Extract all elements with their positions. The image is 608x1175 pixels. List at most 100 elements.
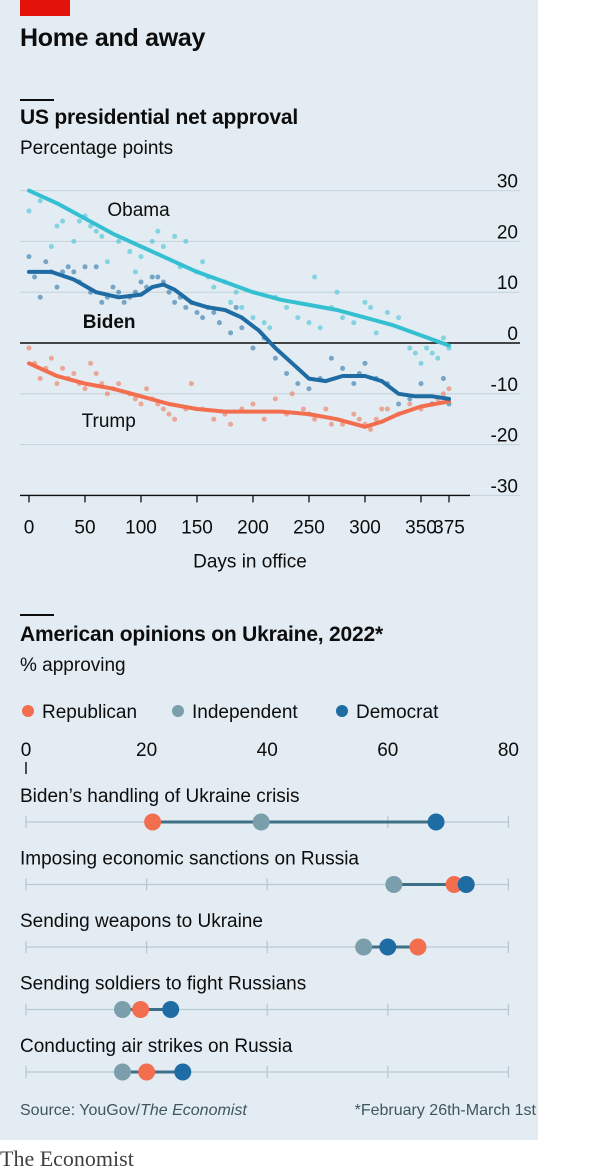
- data-point-trump: [368, 426, 374, 432]
- source-note: Source: YouGov/The Economist: [20, 1102, 247, 1120]
- trend-line-obama: [27, 188, 451, 348]
- data-point-trump: [407, 401, 413, 407]
- chart2-title: American opinions on Ukraine, 2022*: [20, 623, 383, 646]
- y-tick-label: 0: [507, 324, 518, 345]
- data-point-biden: [155, 274, 161, 280]
- row-label: Biden’s handling of Ukraine crisis: [20, 786, 300, 807]
- data-point-trump: [328, 421, 334, 427]
- data-point-biden: [233, 304, 239, 310]
- data-point-trump: [440, 391, 446, 397]
- data-point-obama: [149, 238, 155, 244]
- legend-label-republican: Republican: [42, 702, 137, 723]
- data-point-biden: [93, 264, 99, 270]
- chart2-rule: [20, 614, 54, 616]
- data-point-biden: [440, 376, 446, 382]
- dot-independent: [113, 1063, 131, 1081]
- economist-logo: The Economist: [0, 1146, 134, 1171]
- trend-line-trump: [27, 361, 451, 429]
- dot-independent: [252, 813, 270, 831]
- data-point-trump: [384, 406, 390, 412]
- series-label-obama: Obama: [107, 200, 170, 221]
- data-point-trump: [88, 360, 94, 366]
- data-point-trump: [93, 370, 99, 376]
- data-point-obama: [334, 289, 340, 295]
- data-point-biden: [418, 381, 424, 387]
- data-point-obama: [26, 208, 32, 214]
- data-point-obama: [104, 259, 110, 265]
- chart2-subtitle: % approving: [20, 655, 126, 676]
- data-point-obama: [71, 238, 77, 244]
- data-point-obama: [340, 315, 346, 321]
- x-tick-label: 375: [433, 517, 465, 538]
- data-point-trump: [250, 401, 256, 407]
- data-point-obama: [362, 299, 368, 305]
- data-point-obama: [429, 350, 435, 356]
- series-label-biden: Biden: [83, 312, 136, 333]
- data-point-biden: [362, 360, 368, 366]
- data-point-obama: [127, 249, 133, 255]
- x-tick-label: 50: [74, 517, 95, 538]
- data-point-trump: [71, 370, 77, 376]
- data-point-biden: [228, 330, 234, 336]
- x-tick-label: 250: [293, 517, 325, 538]
- data-point-biden: [194, 310, 200, 316]
- data-point-obama: [250, 315, 256, 321]
- data-point-obama: [116, 238, 122, 244]
- data-point-obama: [284, 304, 290, 310]
- chart-panel: [0, 0, 538, 1140]
- dot-independent: [113, 1001, 131, 1018]
- x-tick-label: 20: [136, 740, 157, 761]
- data-point-biden: [351, 381, 357, 387]
- data-point-trump: [188, 381, 194, 387]
- data-point-obama: [351, 320, 357, 326]
- data-point-obama: [160, 243, 166, 249]
- data-point-biden: [110, 284, 116, 290]
- dot-republican: [409, 938, 427, 956]
- data-point-biden: [183, 304, 189, 310]
- brand-red-bar: [20, 0, 70, 16]
- data-point-obama: [183, 238, 189, 244]
- data-point-obama: [200, 259, 206, 265]
- dot-democrat: [427, 813, 445, 831]
- data-point-trump: [37, 376, 43, 382]
- data-point-biden: [216, 320, 222, 326]
- data-point-obama: [306, 320, 312, 326]
- data-point-trump: [446, 386, 452, 392]
- data-point-trump: [289, 391, 295, 397]
- data-point-biden: [172, 299, 178, 305]
- data-point-obama: [396, 315, 402, 321]
- data-point-obama: [76, 218, 82, 224]
- data-point-obama: [54, 223, 60, 229]
- dot-independent: [385, 876, 403, 893]
- data-point-biden: [166, 289, 172, 295]
- data-point-biden: [340, 365, 346, 371]
- x-tick-label: 0: [24, 517, 35, 538]
- y-tick-label: 10: [497, 273, 518, 294]
- dot-democrat: [174, 1063, 192, 1081]
- data-point-obama: [261, 320, 267, 326]
- data-point-obama: [424, 345, 430, 351]
- data-point-biden: [99, 299, 105, 305]
- data-point-obama: [412, 350, 418, 356]
- x-tick-label: 200: [237, 517, 269, 538]
- x-tick-label: 150: [181, 517, 213, 538]
- row-label: Conducting air strikes on Russia: [20, 1036, 293, 1057]
- source-publication: The Economist: [140, 1102, 247, 1119]
- data-point-trump: [373, 416, 379, 422]
- data-point-trump: [172, 416, 178, 422]
- data-point-biden: [82, 264, 88, 270]
- data-point-obama: [407, 345, 413, 351]
- data-point-obama: [211, 284, 217, 290]
- data-point-biden: [211, 310, 217, 316]
- data-point-obama: [37, 198, 43, 204]
- data-point-biden: [32, 274, 38, 280]
- x-tick-label: 0: [21, 740, 32, 761]
- trend-line-biden: [27, 269, 451, 401]
- data-point-obama: [317, 325, 323, 331]
- data-point-obama: [368, 304, 374, 310]
- y-tick-label: 30: [497, 172, 518, 193]
- data-point-trump: [211, 416, 217, 422]
- data-point-biden: [60, 269, 66, 275]
- data-point-obama: [155, 228, 161, 234]
- data-point-biden: [239, 325, 245, 331]
